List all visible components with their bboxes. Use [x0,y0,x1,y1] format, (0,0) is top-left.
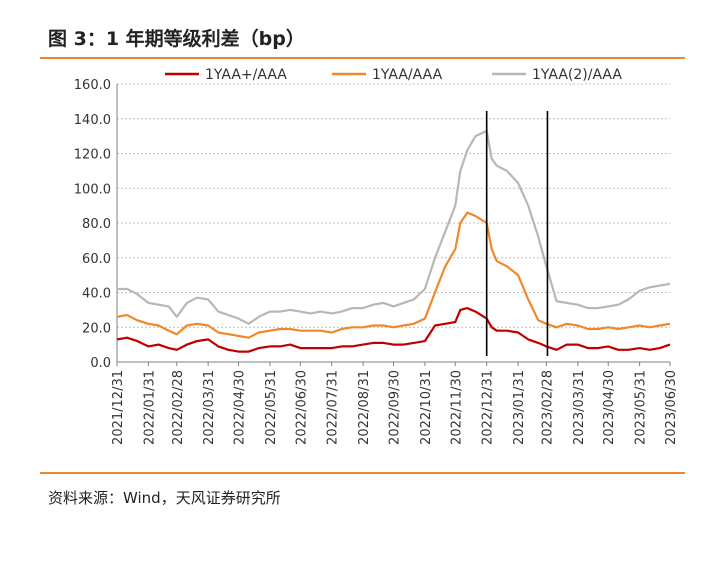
y-tick-label: 40.0 [82,287,111,302]
legend-label: 1YAA+/AAA [205,67,287,83]
x-tick-label: 2023/02/28 [540,370,555,445]
series-line [117,129,671,325]
x-tick-label: 2022/05/31 [264,370,279,445]
x-axis: 2021/12/31 2022/01/31 2022/02/28 2022/03/31… [111,361,679,445]
y-axis: 0.0 20.0 40.0 60.0 80.0 100.0 120.0 140.0 160.0 [74,78,118,371]
y-tick-label: 140.0 [74,113,111,128]
x-tick-label: 2022/06/30 [294,370,309,445]
x-tick-label: 2022/02/28 [171,370,186,445]
y-tick-label: 0.0 [90,356,111,371]
x-tick-label: 2022/04/30 [233,370,248,445]
legend-label: 1YAA(2)/AAA [532,67,622,83]
x-tick-label: 2022/12/31 [481,370,496,445]
x-tick-label: 2022/09/30 [388,370,403,445]
series-lines [116,129,671,353]
source-divider [40,472,685,474]
x-tick-label: 2022/03/31 [202,370,217,445]
y-tick-label: 80.0 [82,217,111,232]
x-tick-label: 2023/04/30 [602,370,617,445]
y-tick-label: 20.0 [82,321,111,336]
y-tick-label: 160.0 [74,78,111,93]
source-note: 资料来源：Wind，天风证券研究所 [48,489,281,507]
series-line [116,211,671,339]
title-divider [40,57,685,59]
vertical-markers [485,111,549,356]
x-tick-label: 2023/01/31 [512,370,527,445]
series-line [116,307,671,353]
x-tick-label: 2023/06/30 [664,370,679,445]
spread-line-chart: 0.020.040.060.080.0100.0120.0140.0160.0 … [74,67,679,445]
x-tick-label: 2023/03/31 [572,370,587,445]
legend: 1YAA+/AAA 1YAA/AAA 1YAA(2)/AAA [165,67,622,83]
y-tick-label: 100.0 [74,182,111,197]
x-tick-label: 2022/01/31 [142,370,157,445]
x-tick-label: 2023/05/31 [634,370,649,445]
chart-title: 图 3：1 年期等级利差（bp） [48,28,305,50]
x-tick-label: 2021/12/31 [111,370,126,445]
x-tick-label: 2022/10/31 [419,370,434,445]
y-tick-label: 60.0 [82,252,111,267]
y-tick-label: 120.0 [74,148,111,163]
legend-label: 1YAA/AAA [372,67,443,83]
x-tick-label: 2022/07/31 [326,370,341,445]
x-tick-label: 2022/11/30 [449,370,464,445]
x-tick-label: 2022/08/31 [357,370,372,445]
grid-lines [117,83,670,328]
